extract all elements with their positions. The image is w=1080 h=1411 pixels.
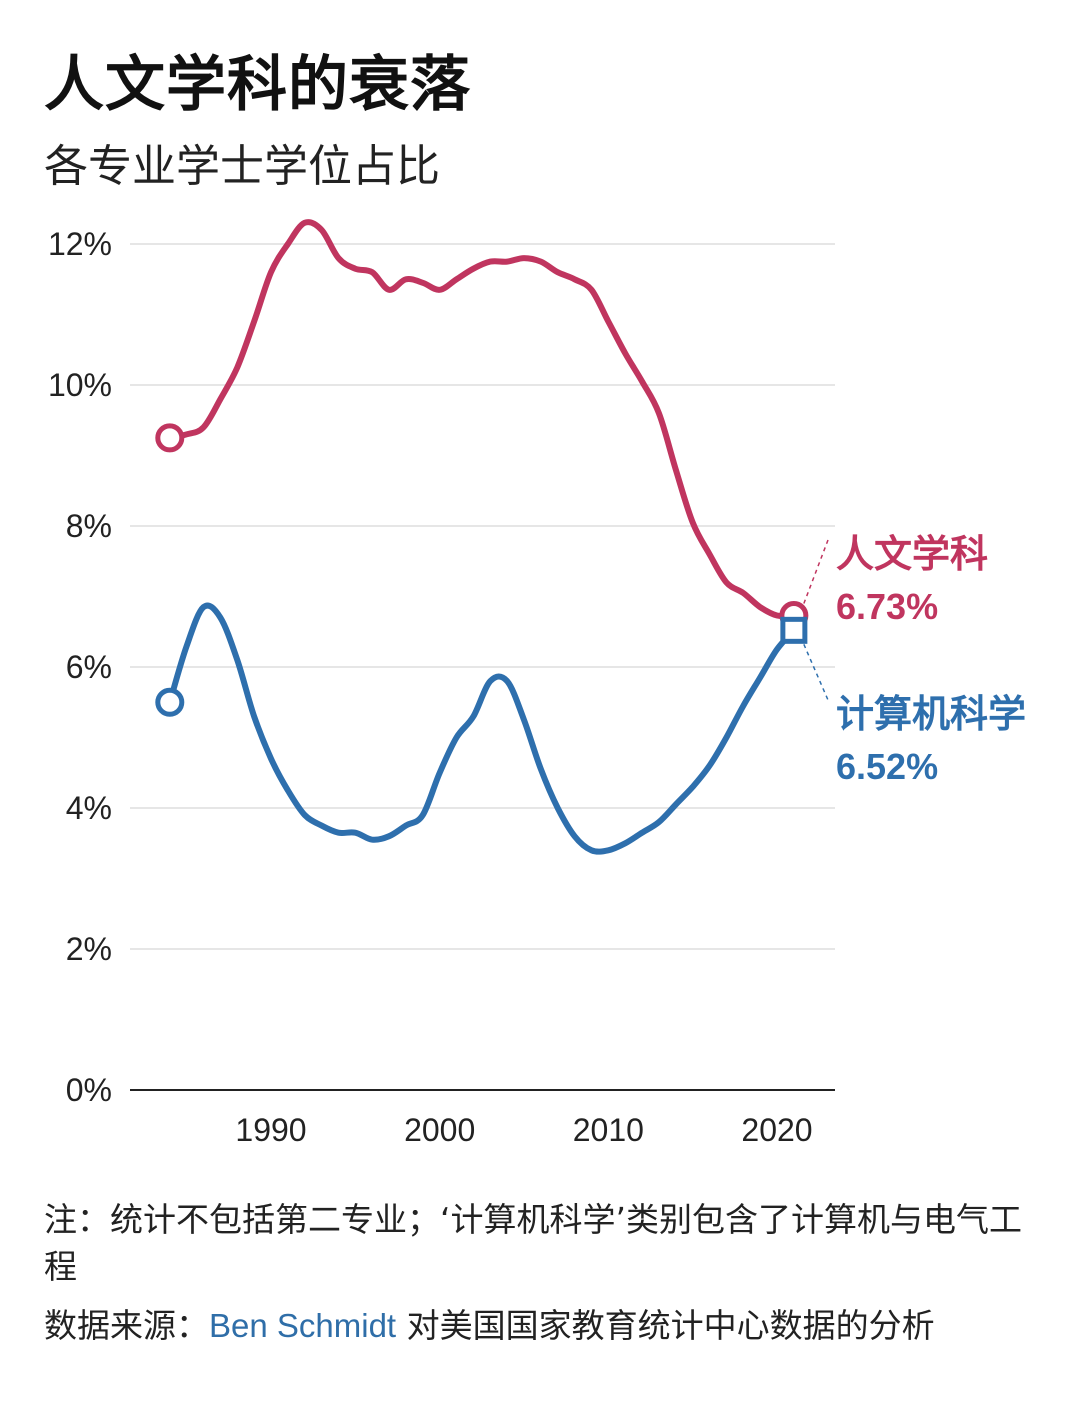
- computer-science-end-marker: [780, 616, 808, 644]
- note-line: 注：统计不包括第二专业；‘计算机科学’类别包含了计算机与电气工程: [44, 1196, 1034, 1290]
- series-end-labels: 人文学科 6.73% 计算机科学 6.52%: [803, 532, 1026, 787]
- y-tick-label: 8%: [66, 508, 112, 544]
- computer-science-leader-line: [803, 644, 829, 701]
- humanities-end-value-label: 6.73%: [836, 586, 938, 627]
- y-tick-label: 2%: [66, 931, 112, 967]
- y-tick-label: 6%: [66, 649, 112, 685]
- humanities-leader-line: [803, 539, 829, 604]
- x-tick-label: 2010: [573, 1112, 644, 1148]
- line-chart: 0% 2% 4% 6% 8% 10% 12% 1990 2000 2010 2020 人文学科 6.…: [48, 219, 1026, 1148]
- note-text: 统计不包括第二专业；‘计算机科学’类别包含了计算机与电气工程: [44, 1200, 1022, 1286]
- source-author-link[interactable]: Ben Schmidt: [209, 1307, 397, 1344]
- y-tick-label: 10%: [48, 367, 112, 403]
- humanities-series-line: [166, 219, 797, 620]
- x-tick-label: 2000: [404, 1112, 475, 1148]
- source-text: 对美国国家教育统计中心数据的分析: [396, 1306, 935, 1345]
- computer-science-series-line: [166, 602, 797, 855]
- series-lines: [155, 219, 809, 855]
- y-axis-tick-labels: 0% 2% 4% 6% 8% 10% 12%: [48, 226, 112, 1108]
- x-tick-label: 2020: [741, 1112, 812, 1148]
- chart-notes: 注：统计不包括第二专业；‘计算机科学’类别包含了计算机与电气工程 数据来源：Be…: [44, 1196, 1034, 1349]
- chart-subtitle: 各专业学士学位占比: [44, 141, 440, 192]
- x-axis-tick-labels: 1990 2000 2010 2020: [235, 1112, 812, 1148]
- chart-title: 人文学科的衰落: [44, 50, 471, 120]
- computer-science-end-value-label: 6.52%: [836, 746, 938, 787]
- computer-science-start-marker: [155, 687, 185, 717]
- humanities-series-name: 人文学科: [836, 532, 988, 576]
- humanities-start-marker: [155, 423, 185, 453]
- note-prefix: 注：: [44, 1200, 110, 1239]
- y-tick-label: 12%: [48, 226, 112, 262]
- source-line: 数据来源：Ben Schmidt 对美国国家教育统计中心数据的分析: [44, 1302, 1034, 1349]
- y-tick-label: 4%: [66, 790, 112, 826]
- source-prefix: 数据来源：: [44, 1306, 209, 1345]
- y-tick-label: 0%: [66, 1072, 112, 1108]
- x-tick-label: 1990: [235, 1112, 306, 1148]
- computer-science-series-name: 计算机科学: [836, 692, 1026, 736]
- grid-lines: [130, 243, 835, 1091]
